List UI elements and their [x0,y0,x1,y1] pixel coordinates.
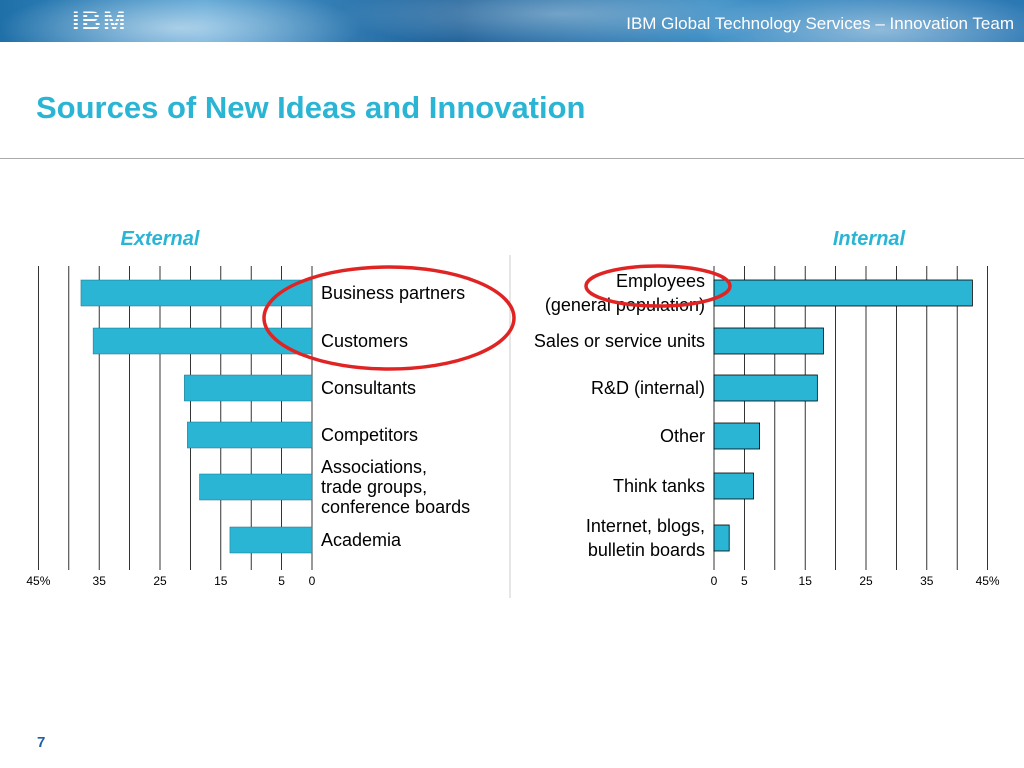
internal-tick-label: 5 [741,574,748,588]
external-tick-label: 25 [153,574,167,588]
external-category-label: Consultants [321,378,416,398]
internal-tick-label: 45% [976,574,1000,588]
page-number: 7 [37,734,46,751]
internal-category-label: Sales or service units [534,331,705,351]
ibm-logo: IBM [72,6,128,36]
banner-title: IBM Global Technology Services – Innovat… [626,14,1014,33]
external-bar [184,374,313,402]
title-divider [0,158,1024,159]
internal-category-label: R&D (internal) [591,378,705,398]
external-tick-label: 15 [214,574,228,588]
internal-bar [713,524,730,552]
external-tick-label: 35 [93,574,107,588]
internal-bar [713,472,754,500]
internal-category-label: Employees [616,271,705,291]
external-category-label: Competitors [321,425,418,445]
external-category-label: trade groups, [321,477,427,497]
external-tick-label: 45% [26,574,50,588]
external-chart-title: External [121,228,200,250]
external-category-label: Academia [321,530,402,550]
header-banner: IBM IBM Global Technology Services – Inn… [0,0,1024,42]
external-highlight-ellipse [262,265,516,371]
internal-tick-label: 0 [711,574,718,588]
internal-bar [713,279,973,307]
internal-bar [713,327,824,355]
internal-category-label: Internet, blogs, [586,516,705,536]
external-category-label: Customers [321,331,408,351]
internal-category-label: Other [660,426,705,446]
external-bar [199,473,313,501]
external-category-label: Business partners [321,283,465,303]
internal-category-label: Think tanks [613,476,705,496]
internal-tick-label: 25 [859,574,873,588]
external-category-label: conference boards [321,497,470,517]
internal-highlight-ellipse [584,264,732,308]
external-category-label: Associations, [321,457,427,477]
internal-tick-label: 35 [920,574,934,588]
internal-tick-label: 15 [799,574,813,588]
external-tick-label: 0 [309,574,316,588]
external-bar [80,279,313,307]
page-title: Sources of New Ideas and Innovation [36,90,586,125]
internal-category-label: bulletin boards [588,540,705,560]
external-bar [187,421,313,449]
internal-bar [713,422,760,450]
internal-chart-title: Internal [833,228,906,250]
internal-bar [713,374,818,402]
external-bar [229,526,313,554]
external-tick-label: 5 [278,574,285,588]
